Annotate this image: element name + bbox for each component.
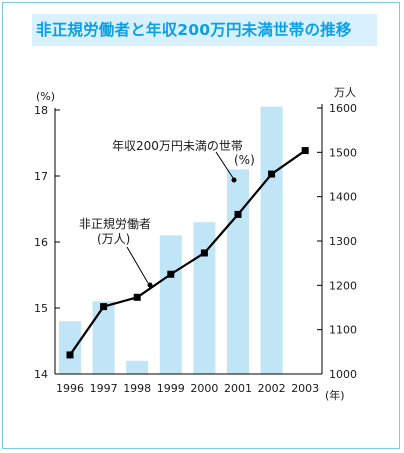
bar-2001 xyxy=(227,169,249,374)
axes-group: 14 15 16 17 18 1000 1100 1200 1300 1400 1500 1600 19… xyxy=(34,102,357,395)
left-tick-label: 18 xyxy=(34,104,48,117)
line-label-leader xyxy=(126,246,149,284)
right-tick-label: 1300 xyxy=(329,235,357,248)
bar-series-label: 年収200万円未満の世帯 xyxy=(112,139,243,153)
x-axis-unit: (年) xyxy=(325,388,345,402)
bar-2000 xyxy=(193,222,216,374)
line-series-path xyxy=(69,149,306,356)
line-point-2001 xyxy=(234,210,242,218)
bar-label-leader xyxy=(215,151,234,179)
left-tick-label: 14 xyxy=(34,368,48,381)
x-tick-label: 1997 xyxy=(90,382,118,395)
left-axis-unit: (%) xyxy=(36,90,55,103)
line-series-label: 非正規労働者 xyxy=(79,216,151,231)
line-point-1998 xyxy=(133,293,141,301)
chart-title: 非正規労働者と年収200万円未満世帯の推移 xyxy=(32,14,377,46)
bar-1997 xyxy=(92,301,115,374)
labels-group: (%) 万人 (年) 年収200万円未満の世帯 (%) 非正規労働者 (万人) xyxy=(36,86,356,402)
x-tick-label: 1999 xyxy=(157,382,185,395)
x-tick-label: 1996 xyxy=(56,382,84,395)
left-tick-label: 17 xyxy=(34,170,48,183)
line-point-1999 xyxy=(167,270,175,278)
bar-2002 xyxy=(260,106,283,374)
line-point-2000 xyxy=(200,249,208,257)
right-tick-label: 1600 xyxy=(329,102,357,115)
bar-1996 xyxy=(59,321,81,374)
right-tick-label: 1000 xyxy=(329,368,357,381)
bar-1998 xyxy=(126,360,149,374)
line-series-group xyxy=(66,147,309,359)
x-tick-label: 1998 xyxy=(123,382,151,395)
right-tick-label: 1500 xyxy=(329,146,357,159)
left-tick-label: 15 xyxy=(34,302,48,315)
right-tick-label: 1400 xyxy=(329,191,357,204)
line-series-unit-label: (万人) xyxy=(97,232,130,246)
line-label-leader-dot xyxy=(147,282,153,288)
right-axis-unit: 万人 xyxy=(334,86,356,99)
x-tick-label: 2002 xyxy=(258,382,286,395)
bar-label-leader-dot xyxy=(231,177,237,183)
x-tick-label: 2001 xyxy=(224,382,252,395)
line-point-1997 xyxy=(100,303,108,311)
line-point-1996 xyxy=(66,351,74,359)
x-tick-label: 2003 xyxy=(291,382,319,395)
bar-series-unit-label: (%) xyxy=(234,153,255,167)
right-tick-label: 1100 xyxy=(329,324,357,337)
line-point-2003 xyxy=(301,147,309,155)
bar-1999 xyxy=(159,235,182,374)
x-tick-label: 2000 xyxy=(190,382,218,395)
line-point-2002 xyxy=(268,170,276,178)
left-tick-label: 16 xyxy=(34,236,48,249)
right-tick-label: 1200 xyxy=(329,279,357,292)
